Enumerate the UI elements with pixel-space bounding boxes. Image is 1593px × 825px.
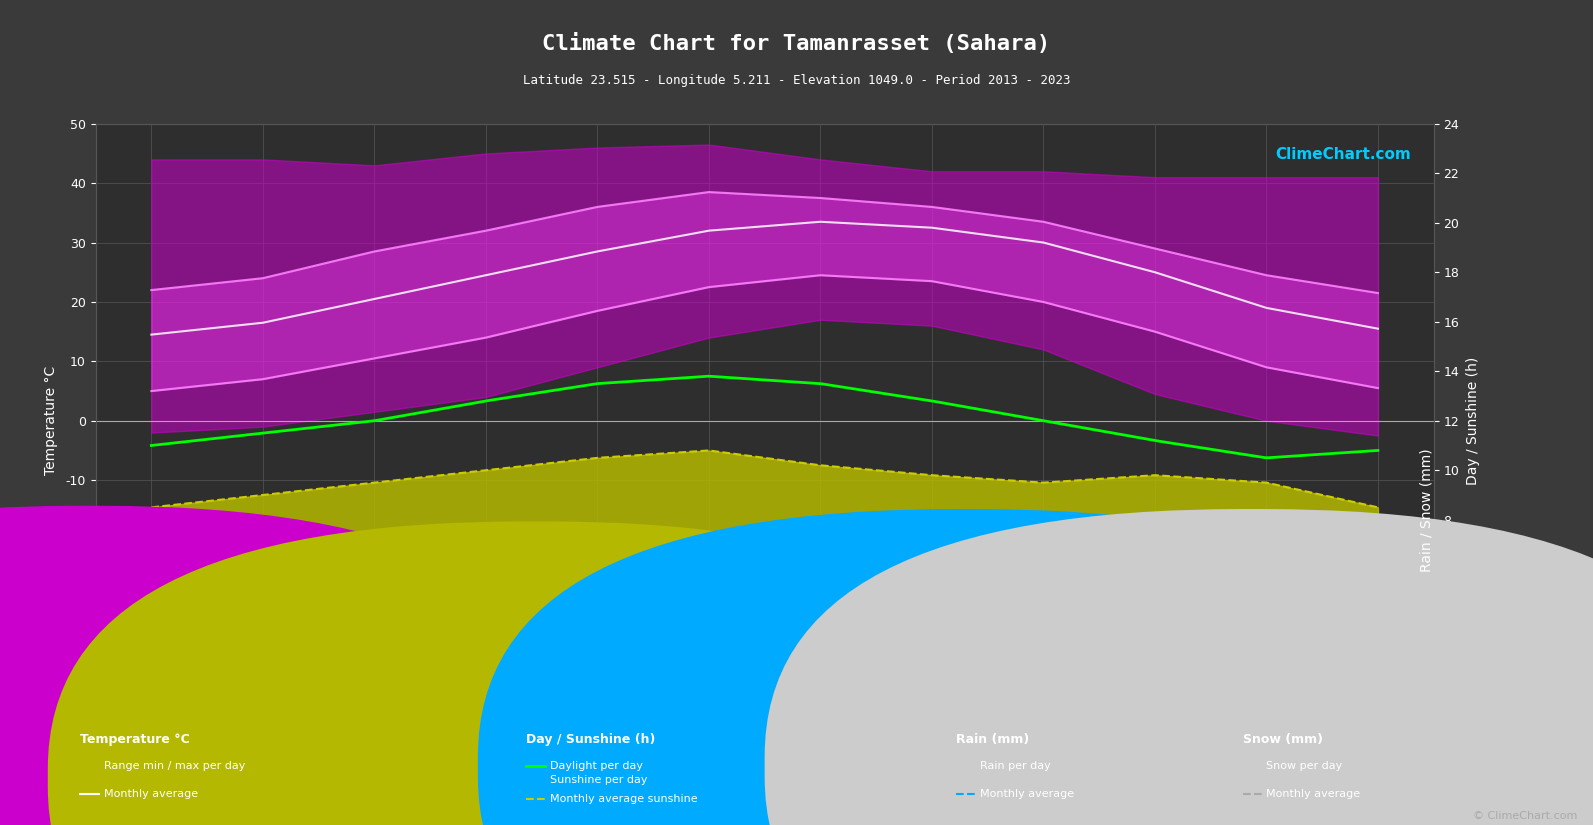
Text: Range min / max per day: Range min / max per day xyxy=(104,761,245,771)
Text: ClimeChart.com: ClimeChart.com xyxy=(118,664,253,679)
Text: Monthly average sunshine: Monthly average sunshine xyxy=(550,794,698,804)
Text: Climate Chart for Tamanrasset (Sahara): Climate Chart for Tamanrasset (Sahara) xyxy=(542,33,1051,54)
Text: Temperature °C: Temperature °C xyxy=(80,733,190,746)
Text: Rain (mm): Rain (mm) xyxy=(956,733,1029,746)
Text: Monthly average: Monthly average xyxy=(1266,789,1360,799)
Text: Snow per day: Snow per day xyxy=(1266,761,1343,771)
Text: Rain / Snow (mm): Rain / Snow (mm) xyxy=(1419,448,1434,572)
Text: Sunshine per day: Sunshine per day xyxy=(550,776,647,785)
Text: Latitude 23.515 - Longitude 5.211 - Elevation 1049.0 - Period 2013 - 2023: Latitude 23.515 - Longitude 5.211 - Elev… xyxy=(523,74,1070,87)
Bar xyxy=(771,421,871,422)
Bar xyxy=(883,421,981,422)
Text: Monthly average: Monthly average xyxy=(104,789,198,799)
Text: Snow (mm): Snow (mm) xyxy=(1243,733,1322,746)
Y-axis label: Day / Sunshine (h): Day / Sunshine (h) xyxy=(1466,356,1480,485)
Text: Day / Sunshine (h): Day / Sunshine (h) xyxy=(526,733,655,746)
Text: Daylight per day: Daylight per day xyxy=(550,761,642,771)
Y-axis label: Temperature °C: Temperature °C xyxy=(45,366,59,475)
Text: ClimeChart.com: ClimeChart.com xyxy=(1276,148,1411,163)
Text: © ClimeChart.com: © ClimeChart.com xyxy=(1472,811,1577,821)
Text: Rain per day: Rain per day xyxy=(980,761,1050,771)
Text: Monthly average: Monthly average xyxy=(980,789,1074,799)
